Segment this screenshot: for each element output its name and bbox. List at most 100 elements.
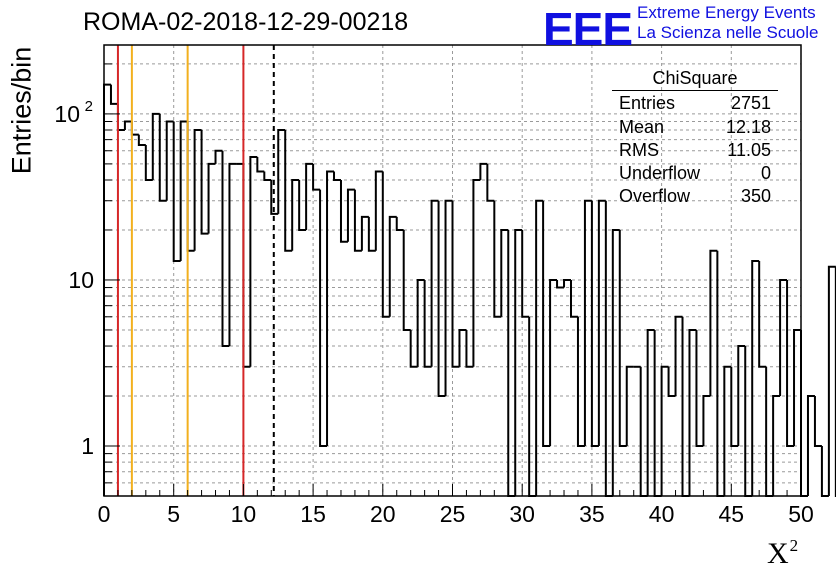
- histogram-bin: [569, 279, 578, 318]
- histogram-bin: [583, 199, 592, 447]
- histogram-bin: [813, 396, 822, 448]
- histogram-bin: [625, 365, 634, 447]
- stat-label: Overflow: [619, 186, 691, 206]
- histogram-bin: [388, 215, 397, 317]
- histogram-bin: [291, 178, 300, 251]
- histogram-bin: [730, 366, 739, 448]
- histogram-bin: [793, 328, 801, 447]
- stat-label: RMS: [619, 140, 659, 160]
- histogram-bin: [430, 199, 439, 367]
- y-tick-label: 1: [81, 433, 94, 459]
- histogram-bin: [695, 329, 704, 448]
- histogram-bin: [207, 162, 216, 234]
- histogram-bin: [737, 345, 746, 447]
- histogram-bin: [186, 121, 195, 252]
- histogram-bin: [103, 83, 111, 496]
- histogram-bin: [486, 163, 495, 202]
- histogram-bin: [381, 171, 390, 318]
- histogram-bin: [744, 346, 753, 497]
- stat-value: 350: [740, 186, 771, 206]
- histogram-bin: [827, 265, 836, 496]
- histogram-bin: [674, 315, 683, 397]
- histogram-bin: [646, 328, 655, 496]
- histogram-bin: [639, 366, 648, 497]
- histogram-bin: [556, 279, 565, 289]
- histogram-bin: [270, 179, 279, 215]
- histogram-title: ROMA-02-2018-12-29-00218: [83, 8, 409, 36]
- histogram-bin: [444, 199, 453, 397]
- x-tick-label: 40: [649, 501, 675, 527]
- histogram-bin: [772, 395, 781, 496]
- histogram-bin: [137, 134, 146, 146]
- histogram-bin: [367, 216, 376, 252]
- stat-row-entries: Entries 2751: [619, 93, 771, 114]
- histogram-bin: [765, 366, 774, 497]
- histogram-bin: [228, 162, 237, 347]
- histogram-bin: [263, 171, 272, 181]
- histogram-bin: [298, 179, 307, 231]
- stat-row-overflow: Overflow 350: [619, 186, 771, 207]
- histogram-bin: [806, 395, 815, 496]
- axes: 0 5 10 15 20 25 30 35 40 45 50 1 10 10 2: [54, 44, 814, 527]
- histogram-bin: [221, 150, 230, 348]
- histogram-bin: [256, 157, 265, 173]
- histogram-bin: [144, 144, 153, 181]
- x-axis-label-superscript: 2: [789, 536, 799, 555]
- histogram-bin: [305, 162, 314, 230]
- histogram-bin: [214, 149, 223, 164]
- x-tick-label: 15: [300, 501, 326, 527]
- logo-line-1: Extreme Energy Events: [637, 3, 816, 22]
- histogram-bin: [611, 228, 620, 496]
- stat-row-mean: Mean 12.18: [619, 117, 771, 138]
- histogram-bin: [723, 365, 732, 496]
- x-tick-label: 10: [231, 501, 257, 527]
- histogram-bin: [151, 112, 160, 180]
- x-tick-label: 20: [370, 501, 396, 527]
- histogram-bin: [576, 316, 585, 448]
- histogram-bin: [451, 200, 460, 368]
- histogram-bin: [409, 329, 418, 368]
- x-tick-label: 0: [98, 501, 111, 527]
- histogram-bin: [179, 120, 188, 262]
- histogram-bin: [458, 328, 467, 367]
- histogram-bin: [758, 261, 767, 368]
- histogram-bin: [514, 228, 523, 496]
- histogram-bin: [312, 163, 321, 191]
- histogram-bin: [702, 395, 711, 447]
- histogram-bin: [193, 129, 202, 251]
- x-axis-label: X2: [767, 536, 798, 571]
- histogram-bin: [360, 215, 369, 251]
- histogram-bin: [416, 278, 425, 367]
- x-tick-label: 35: [579, 501, 605, 527]
- histogram-bin: [563, 278, 571, 288]
- histogram-bin: [123, 120, 132, 130]
- histogram-bin: [109, 84, 118, 105]
- x-tick-label: 30: [509, 501, 535, 527]
- histogram-bin: [333, 171, 341, 181]
- histogram-bin: [479, 162, 488, 180]
- stat-label: Mean: [619, 117, 665, 137]
- histogram-bin: [653, 329, 662, 497]
- eee-logo: EEE: [543, 3, 633, 55]
- stat-value: 2751: [730, 93, 771, 113]
- y-axis-label: Entries/bin: [6, 46, 37, 175]
- x-tick-label: 5: [167, 501, 180, 527]
- histogram-bin: [326, 170, 335, 447]
- histogram-bin: [158, 113, 167, 202]
- histogram-bin: [116, 103, 125, 131]
- histogram-bin: [130, 121, 139, 136]
- histogram-bin: [507, 229, 516, 497]
- histogram-bin: [604, 200, 613, 497]
- histogram-bin: [353, 189, 362, 252]
- logo-line-2: La Scienza nelle Scuole: [637, 23, 819, 42]
- histogram-bin: [660, 365, 669, 496]
- histogram-bin: [493, 200, 502, 318]
- histogram-bin: [800, 329, 808, 497]
- histogram-bin: [395, 216, 404, 231]
- histogram-bin: [165, 120, 174, 201]
- histogram-bin: [590, 200, 599, 448]
- stat-row-rms: RMS 11.05: [619, 140, 771, 161]
- x-axis-label-base: X: [767, 537, 789, 570]
- histogram-bin: [465, 329, 474, 368]
- histogram-bin: [528, 316, 537, 497]
